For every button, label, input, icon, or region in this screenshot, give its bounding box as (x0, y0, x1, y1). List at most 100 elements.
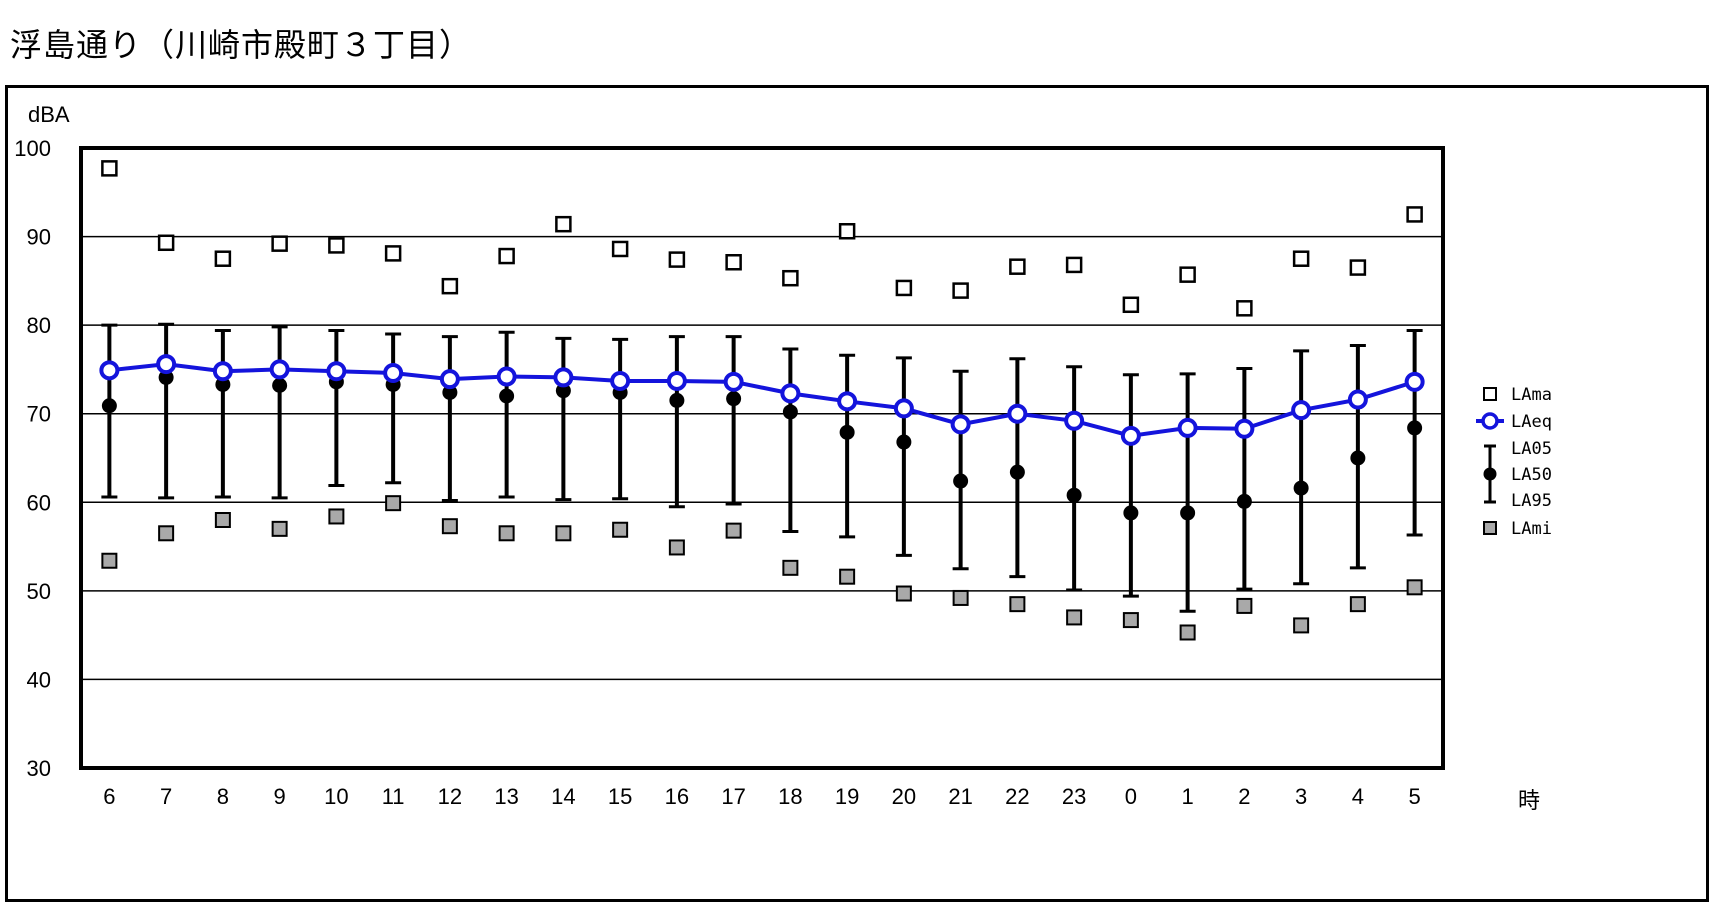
lama-point (952, 282, 969, 299)
la50-point (1066, 487, 1082, 503)
lama-point (1179, 266, 1196, 283)
laeq-point (1007, 403, 1028, 424)
legend-label: LAma (1511, 385, 1552, 405)
lama-point (668, 251, 686, 268)
lami-point (782, 559, 799, 576)
legend-item-la50: LA50 (1511, 465, 1552, 485)
y-tick-labels: 30 40 50 60 70 80 90 100 (14, 136, 51, 781)
laeq-point (950, 414, 971, 435)
lami-point (895, 585, 912, 602)
lami-point (1009, 596, 1026, 613)
legend-symbol-la50 (1483, 467, 1497, 481)
x-tick-label: 21 (948, 784, 972, 809)
lami-point (555, 525, 572, 542)
la50-point (669, 392, 685, 408)
lami-point (1122, 612, 1139, 629)
y-tick-label: 30 (27, 756, 51, 781)
x-tick-label: 20 (892, 784, 916, 809)
laeq-point (496, 366, 517, 387)
la50-point (726, 391, 742, 407)
x-tick-label: 22 (1005, 784, 1029, 809)
laeq-line (109, 362, 1416, 438)
laeq-point (269, 359, 290, 380)
x-tick-label: 0 (1125, 784, 1137, 809)
lama-point (328, 237, 345, 254)
lami-point (214, 512, 231, 528)
lama-point (498, 247, 515, 265)
legend-item-la05: LA05 (1511, 439, 1552, 459)
lami-point (271, 520, 288, 537)
la50-point (555, 383, 571, 399)
x-tick-label: 12 (438, 784, 462, 809)
laeq-point (1291, 400, 1312, 421)
legend-item-lami: LAmi (1511, 519, 1552, 539)
lama-point (1236, 300, 1253, 317)
lami-point (1236, 597, 1253, 614)
la50-markers (101, 369, 1423, 521)
lama-point (1065, 256, 1083, 274)
la50-point (158, 369, 174, 385)
error-bar (782, 347, 799, 534)
x-tick-label: 11 (382, 784, 405, 809)
grid-lines (81, 235, 1443, 681)
laeq-point (439, 369, 460, 390)
la50-point (839, 424, 855, 440)
lama-point (895, 279, 913, 297)
y-tick-label: 100 (14, 136, 51, 161)
laeq-point (99, 360, 120, 381)
error-bar (441, 335, 458, 503)
lami-point (385, 495, 402, 512)
lami-point (1066, 609, 1083, 626)
legend-label: LAmi (1511, 519, 1552, 539)
laeq-point (553, 367, 574, 388)
laeq-point (666, 370, 687, 391)
lami-point (725, 522, 742, 539)
y-tick-label: 60 (27, 490, 51, 515)
page-title: 浮島通り（川崎市殿町３丁目） (10, 26, 473, 64)
lami-point (498, 525, 515, 542)
x-tick-label: 1 (1182, 784, 1194, 809)
lama-point (725, 254, 742, 271)
la50-point (1180, 505, 1196, 521)
la50-point (1407, 420, 1423, 436)
lama-point (1122, 296, 1140, 314)
lama-point (1349, 259, 1367, 276)
x-tick-label: 18 (778, 784, 802, 809)
la50-point (101, 398, 117, 414)
x-tick-label: 8 (217, 784, 229, 809)
lami-point (668, 539, 685, 556)
x-tick-label: 2 (1238, 784, 1250, 809)
lami-markers (101, 495, 1423, 641)
error-bar (271, 325, 288, 500)
legend-label: LAeq (1511, 412, 1552, 432)
legend-symbol-lami (1483, 521, 1497, 535)
error-bar (725, 335, 742, 506)
error-bar (498, 330, 515, 499)
legend: LAma LAeq LA05 LA50 LA95 LAmi (1476, 385, 1552, 539)
x-tick-label: 16 (665, 784, 689, 809)
error-bar (1122, 373, 1139, 598)
error-bar (385, 332, 402, 485)
la50-point (1009, 464, 1025, 480)
x-tick-label: 23 (1062, 784, 1086, 809)
lami-point (101, 552, 118, 569)
laeq-point (1234, 418, 1255, 439)
y-tick-label: 40 (27, 667, 51, 692)
laeq-point (723, 371, 744, 392)
lama-point (441, 277, 459, 295)
laeq-point (837, 391, 858, 412)
la50-point (499, 388, 515, 404)
la50-point (1293, 480, 1309, 496)
lama-point (157, 234, 175, 252)
laeq-point (1347, 389, 1368, 410)
error-bar (328, 328, 345, 487)
lama-point (555, 215, 572, 233)
x-tick-label: 7 (160, 784, 172, 809)
laeq-point (1177, 417, 1198, 438)
lama-point (782, 269, 799, 287)
la50-point (1123, 505, 1139, 521)
lami-point (612, 521, 629, 538)
x-tick-label: 10 (324, 784, 348, 809)
lami-point (158, 525, 175, 542)
lami-point (1349, 596, 1366, 613)
